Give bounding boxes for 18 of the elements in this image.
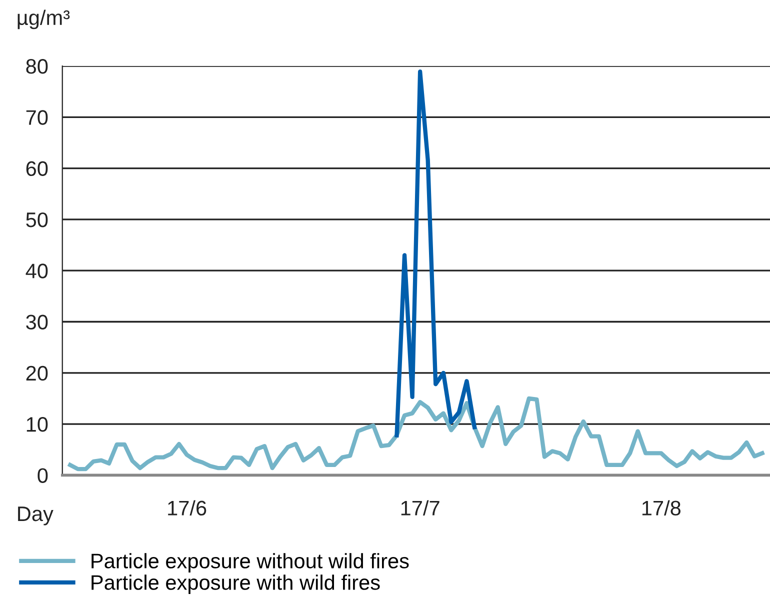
- y-tick-label: 60: [26, 161, 48, 176]
- y-tick-label: 80: [26, 59, 48, 74]
- x-tick-label: 17/8: [642, 500, 681, 516]
- y-tick-label: 10: [26, 417, 48, 432]
- y-tick-label: 70: [26, 110, 48, 125]
- legend-label: Particle exposure without wild fires: [92, 553, 409, 573]
- x-tick-label: 17/6: [168, 500, 206, 516]
- x-tick-label: 17/7: [401, 500, 440, 516]
- line-series: [394, 70, 477, 438]
- y-tick-label: 0: [38, 468, 48, 483]
- y-axis-title: µg/m³: [18, 10, 70, 30]
- y-tick-label: 50: [26, 212, 48, 228]
- legend-label: Particle exposure with wild fires: [92, 574, 380, 594]
- y-tick-label: 20: [26, 366, 48, 381]
- x-axis-title: Day: [18, 506, 54, 526]
- line-series: [68, 396, 764, 472]
- y-tick-label: 40: [26, 264, 48, 278]
- y-tick-label: 30: [26, 314, 48, 330]
